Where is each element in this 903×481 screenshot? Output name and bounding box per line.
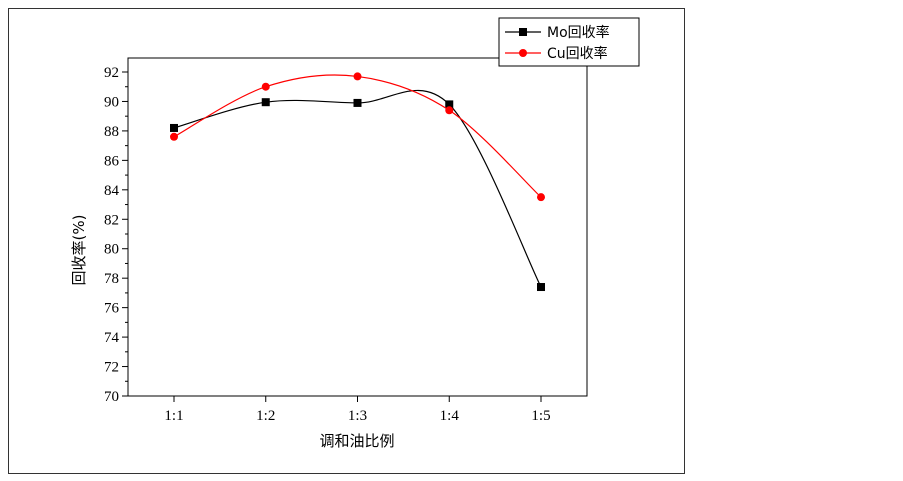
y-tick-label: 82 <box>104 212 119 228</box>
y-tick-label: 76 <box>104 301 120 317</box>
legend-label-mo: Mo回收率 <box>547 24 610 41</box>
plot-area <box>127 57 588 397</box>
figure-frame <box>8 8 685 474</box>
legend-label-cu: Cu回收率 <box>547 45 608 62</box>
legend-box <box>498 17 640 67</box>
data-point <box>353 98 362 107</box>
data-point <box>261 82 270 91</box>
x-tick-label: 1:3 <box>348 408 367 424</box>
x-axis-title: 调和油比例 <box>319 432 394 450</box>
x-tick-label: 1:2 <box>256 408 275 424</box>
x-tick-label: 1:5 <box>531 408 550 424</box>
legend-marker <box>519 28 527 36</box>
data-point <box>353 72 362 81</box>
x-tick-label: 1:1 <box>164 408 183 424</box>
data-point <box>445 106 454 115</box>
y-tick-label: 72 <box>104 360 119 376</box>
series-layer <box>170 72 545 292</box>
y-tick-label: 86 <box>104 153 120 169</box>
data-point <box>170 123 178 132</box>
series-cu <box>170 72 545 202</box>
y-tick-label: 92 <box>104 65 119 81</box>
legend-marker-mo <box>519 28 527 36</box>
data-point <box>537 193 545 202</box>
y-tick-label: 70 <box>104 389 119 405</box>
y-tick-label: 90 <box>104 94 119 110</box>
y-tick-label: 88 <box>104 124 119 140</box>
axes: 70 72 74 76 78 80 82 84 86 88 90 92 1:1 1:2 1:3 1:4 1:5 <box>104 57 588 424</box>
legend-marker-cu <box>519 49 527 57</box>
series-line <box>173 74 542 198</box>
data-point <box>445 100 454 109</box>
y-tick-label: 78 <box>104 271 119 287</box>
legend-marker <box>519 49 527 57</box>
y-tick-label: 84 <box>104 183 120 199</box>
series-line <box>173 89 542 288</box>
data-point <box>537 283 545 292</box>
y-axis-title: 回收率(%) <box>70 215 88 286</box>
legend: Mo回收率 Cu回收率 <box>498 17 640 67</box>
x-tick-label: 1:4 <box>440 408 460 424</box>
series-mo <box>170 89 545 292</box>
y-tick-label: 80 <box>104 242 119 258</box>
data-point <box>261 98 270 107</box>
data-point <box>170 132 178 141</box>
y-tick-label: 74 <box>104 330 120 346</box>
